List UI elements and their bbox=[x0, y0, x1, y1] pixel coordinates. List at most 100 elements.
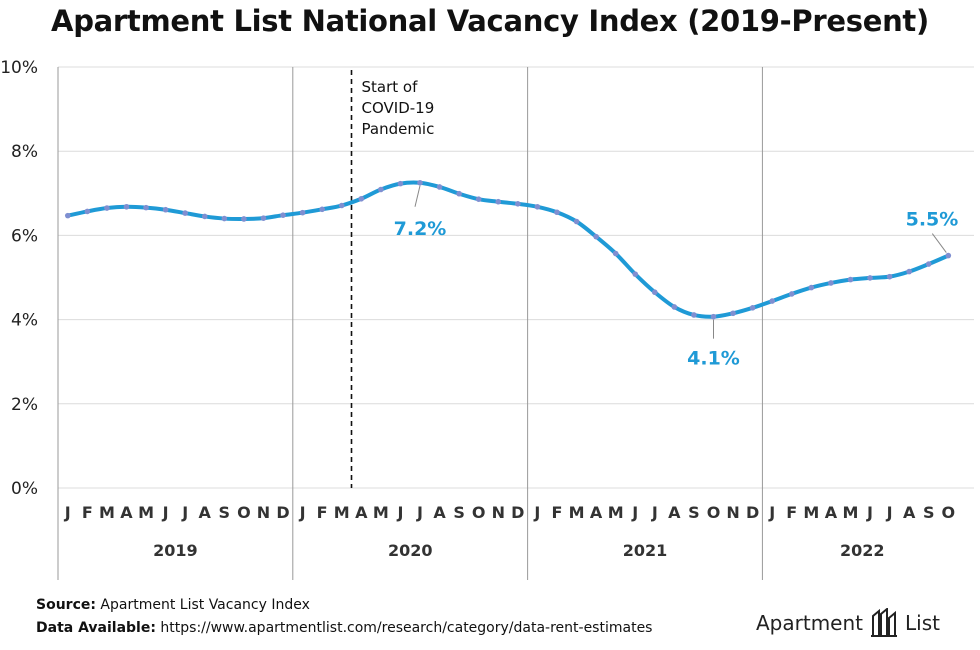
data-point bbox=[143, 204, 149, 211]
data-point bbox=[554, 209, 560, 216]
x-tick-month: J bbox=[768, 503, 775, 522]
y-tick-label: 2% bbox=[11, 395, 38, 415]
x-tick-month: J bbox=[299, 503, 306, 522]
x-tick-month: S bbox=[923, 503, 935, 522]
x-tick-month: D bbox=[746, 503, 759, 522]
x-tick-month: S bbox=[688, 503, 700, 522]
x-year-label: 2022 bbox=[840, 541, 885, 560]
data-point bbox=[358, 195, 365, 202]
x-tick-month: F bbox=[317, 503, 328, 522]
x-tick-month: J bbox=[631, 503, 638, 522]
data-point bbox=[319, 206, 325, 213]
annotation-leader bbox=[414, 185, 421, 207]
data-point bbox=[436, 184, 443, 190]
data-point bbox=[749, 305, 756, 311]
annotation-trough-label: 4.1% bbox=[687, 348, 740, 370]
event-label: Pandemic bbox=[362, 120, 435, 138]
apartment-list-logo-icon bbox=[871, 608, 898, 637]
data-point bbox=[593, 233, 599, 240]
vacancy-series bbox=[64, 179, 952, 320]
x-tick-month: M bbox=[843, 503, 859, 522]
data-point bbox=[945, 252, 952, 259]
x-tick-month: M bbox=[373, 503, 389, 522]
x-tick-month: N bbox=[257, 503, 270, 522]
x-tick-month: F bbox=[82, 503, 93, 522]
data-point bbox=[397, 180, 404, 187]
y-tick-label: 0% bbox=[11, 479, 38, 499]
data-point bbox=[573, 218, 580, 225]
data-point bbox=[769, 298, 775, 304]
x-tick-month: J bbox=[162, 503, 169, 522]
source-text: Apartment List Vacancy Index bbox=[100, 597, 310, 613]
data-point bbox=[338, 202, 345, 209]
data-point bbox=[201, 213, 208, 220]
covid-event-marker: Start of COVID-19 Pandemic bbox=[350, 70, 435, 488]
x-tick-month: J bbox=[886, 503, 893, 522]
logo-text-list: List bbox=[905, 611, 940, 635]
year-dividers bbox=[57, 67, 763, 580]
data-point bbox=[221, 215, 228, 222]
x-tick-month: J bbox=[416, 503, 423, 522]
x-tick-month: J bbox=[64, 503, 71, 522]
y-axis-tick-labels: 0% 2% 4% 6% 8% 10% bbox=[0, 58, 38, 499]
data-point bbox=[123, 203, 130, 210]
x-tick-month: A bbox=[668, 503, 681, 522]
annotation-leader bbox=[931, 233, 947, 253]
x-year-label: 2019 bbox=[153, 541, 198, 560]
x-tick-month: J bbox=[866, 503, 873, 522]
data-point bbox=[808, 284, 815, 291]
source-note: Source: Apartment List Vacancy Index bbox=[36, 597, 310, 613]
x-tick-month: M bbox=[608, 503, 624, 522]
y-tick-label: 6% bbox=[11, 226, 38, 246]
x-tick-month: J bbox=[396, 503, 403, 522]
x-tick-month: J bbox=[533, 503, 540, 522]
x-tick-month: D bbox=[276, 503, 289, 522]
data-point bbox=[456, 190, 462, 197]
chart-title: Apartment List National Vacancy Index (2… bbox=[51, 4, 929, 38]
x-tick-month: M bbox=[99, 503, 115, 522]
x-tick-month: N bbox=[492, 503, 505, 522]
data-point bbox=[788, 291, 795, 297]
data-point bbox=[534, 203, 541, 210]
data-point bbox=[260, 215, 267, 221]
data-point bbox=[730, 310, 736, 317]
x-tick-month: F bbox=[551, 503, 562, 522]
y-tick-label: 10% bbox=[0, 58, 38, 78]
data-point bbox=[162, 206, 169, 213]
data-available-url[interactable]: https://www.apartmentlist.com/research/c… bbox=[160, 620, 653, 636]
x-tick-month: A bbox=[903, 503, 916, 522]
data-point bbox=[104, 205, 110, 211]
annotation-latest-label: 5.5% bbox=[906, 209, 959, 231]
series-line bbox=[65, 180, 951, 319]
x-tick-month: J bbox=[181, 503, 188, 522]
data-point bbox=[280, 212, 286, 218]
data-point bbox=[299, 209, 306, 216]
x-tick-month: S bbox=[219, 503, 231, 522]
logo-text-apartment: Apartment bbox=[756, 611, 864, 635]
x-tick-month: A bbox=[120, 503, 133, 522]
x-tick-month: D bbox=[511, 503, 524, 522]
data-point bbox=[495, 198, 502, 205]
data-point bbox=[671, 304, 678, 310]
x-year-label: 2021 bbox=[623, 541, 668, 560]
x-tick-month: A bbox=[355, 503, 368, 522]
data-point bbox=[64, 212, 71, 219]
data-point bbox=[710, 313, 717, 320]
source-label: Source: bbox=[36, 597, 96, 613]
x-tick-month: O bbox=[707, 503, 721, 522]
apartment-list-logo: Apartment List bbox=[756, 608, 940, 638]
data-available-label: Data Available: bbox=[36, 620, 156, 636]
x-tick-month: M bbox=[569, 503, 585, 522]
x-tick-month: A bbox=[590, 503, 603, 522]
x-tick-month: M bbox=[803, 503, 819, 522]
x-tick-month: A bbox=[825, 503, 838, 522]
x-tick-month: O bbox=[941, 503, 955, 522]
data-point bbox=[867, 275, 873, 281]
x-tick-month: M bbox=[138, 503, 154, 522]
y-tick-label: 4% bbox=[11, 311, 38, 331]
x-year-label: 2020 bbox=[388, 541, 433, 560]
data-point bbox=[241, 216, 247, 222]
data-point bbox=[84, 208, 91, 215]
data-point bbox=[475, 196, 482, 202]
